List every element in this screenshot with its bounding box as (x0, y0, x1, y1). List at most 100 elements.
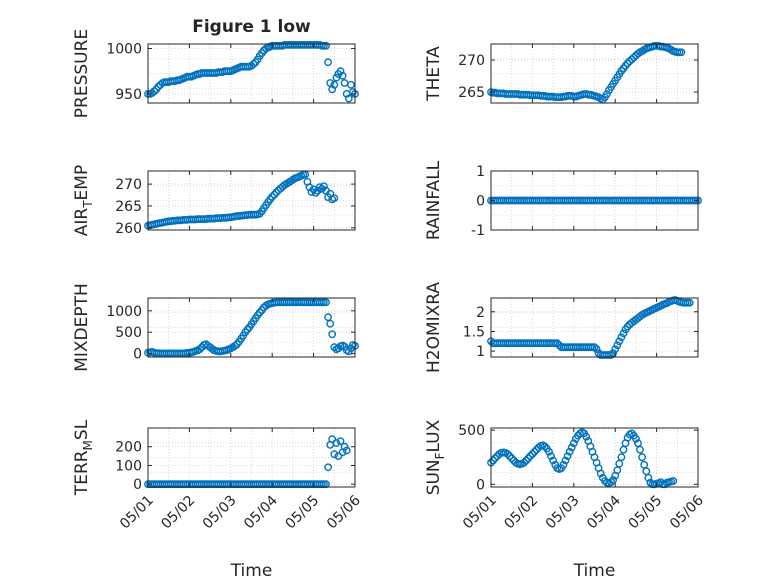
data-point (503, 450, 512, 458)
y-tick-label: 265 (115, 199, 142, 215)
data-point (526, 452, 535, 460)
data-point (619, 329, 628, 338)
data-point (547, 452, 555, 460)
data-point (638, 453, 646, 462)
data-point (230, 341, 239, 350)
x-tick-label: 05/01 (117, 493, 157, 533)
data-point (330, 194, 339, 203)
data-point (592, 345, 601, 353)
data-point (530, 447, 539, 456)
subplot-air_temp: 260 265 270 AIRTEMP (72, 165, 356, 237)
data-point (677, 48, 686, 57)
data-point (642, 467, 651, 476)
data-point (532, 445, 541, 454)
data-point (545, 447, 553, 456)
data-point (565, 447, 574, 456)
y-tick-label: 0 (133, 477, 142, 493)
y-tick-label: 500 (458, 423, 485, 439)
subplot-terr_msl: 0 100 200 05/01 05/02 05/03 05/04 05/05 05/06 Tim… (72, 419, 364, 581)
x-tick-label: 05/02 (501, 493, 541, 533)
subplot-rainfall: -1 0 1 RAINFALL (424, 160, 702, 240)
data-point (489, 456, 497, 465)
data-point (336, 67, 345, 76)
chart-title: Figure 1 low (192, 17, 311, 37)
y-tick-label: 500 (115, 325, 142, 341)
data-point (563, 452, 572, 460)
data-point (330, 80, 339, 89)
y-tick-label: 0 (476, 194, 485, 210)
y-axis-label-subscript: F (433, 452, 447, 459)
y-tick-label: 265 (458, 85, 485, 101)
data-point (344, 94, 353, 103)
y-axis-label: TERRMSL (72, 419, 95, 496)
subplot-pressure: 950 1000 PRESSURE Figure 1 low (72, 17, 359, 118)
data-point (322, 298, 330, 307)
data-point (629, 53, 638, 62)
data-point (249, 60, 258, 68)
axes-box (490, 427, 699, 488)
data-point (609, 349, 617, 357)
y-tick-label: 2 (476, 305, 485, 321)
data-point (491, 454, 499, 463)
axes-box (147, 170, 356, 231)
data-point (669, 477, 678, 485)
data-point (623, 59, 632, 68)
data-point (342, 446, 351, 455)
data-point (636, 445, 644, 454)
data-point (340, 442, 349, 451)
data-point (328, 85, 337, 94)
axes-box (490, 297, 699, 358)
y-axis-label-part: TERR (72, 450, 92, 496)
data-point (627, 55, 636, 64)
x-tick-label: 05/03 (200, 493, 240, 533)
y-tick-label: -1 (471, 223, 485, 239)
data-point (613, 341, 622, 350)
y-tick-label: 200 (115, 440, 142, 456)
data-point (524, 454, 533, 463)
data-point (640, 460, 649, 469)
data-point (607, 351, 615, 359)
data-point (617, 453, 626, 462)
data-point (611, 345, 620, 353)
data-point (346, 80, 355, 89)
data-point (272, 188, 281, 197)
y-tick-label: 1 (476, 344, 485, 360)
data-point (567, 443, 576, 452)
data-point (596, 469, 605, 478)
data-point (685, 298, 694, 307)
y-tick-label: 1 (476, 164, 485, 180)
y-tick-label: 0 (476, 477, 485, 493)
data-point (330, 450, 339, 459)
data-point (553, 339, 562, 348)
data-point (615, 459, 624, 468)
y-tick-label: 260 (115, 221, 142, 237)
axes-box (147, 43, 356, 104)
data-point (505, 452, 514, 460)
data-point (150, 87, 159, 96)
data-point (332, 439, 341, 447)
data-point (270, 190, 279, 199)
data-point (615, 337, 624, 346)
data-point (609, 476, 617, 484)
data-point (507, 454, 516, 463)
x-tick-label: 05/02 (158, 493, 198, 533)
data-point (569, 439, 578, 448)
data-point (328, 435, 337, 444)
data-point (619, 445, 628, 454)
y-axis-label: THETA (424, 46, 444, 102)
axes-box (490, 43, 699, 104)
y-axis-label-part: AIR (72, 208, 92, 237)
data-point (540, 442, 549, 451)
data-point (324, 463, 332, 472)
data-point (590, 343, 599, 352)
x-tick-label: 05/05 (626, 493, 666, 533)
axes-box (147, 427, 356, 488)
data-point (334, 452, 343, 460)
y-tick-label: 1.5 (463, 324, 485, 340)
data-point (322, 41, 330, 50)
axes-box (147, 297, 356, 358)
y-axis-label-part: RAINFALL (424, 160, 444, 240)
data-point (311, 188, 320, 197)
y-axis-label-subscript: M (81, 440, 95, 450)
data-point (627, 429, 636, 438)
